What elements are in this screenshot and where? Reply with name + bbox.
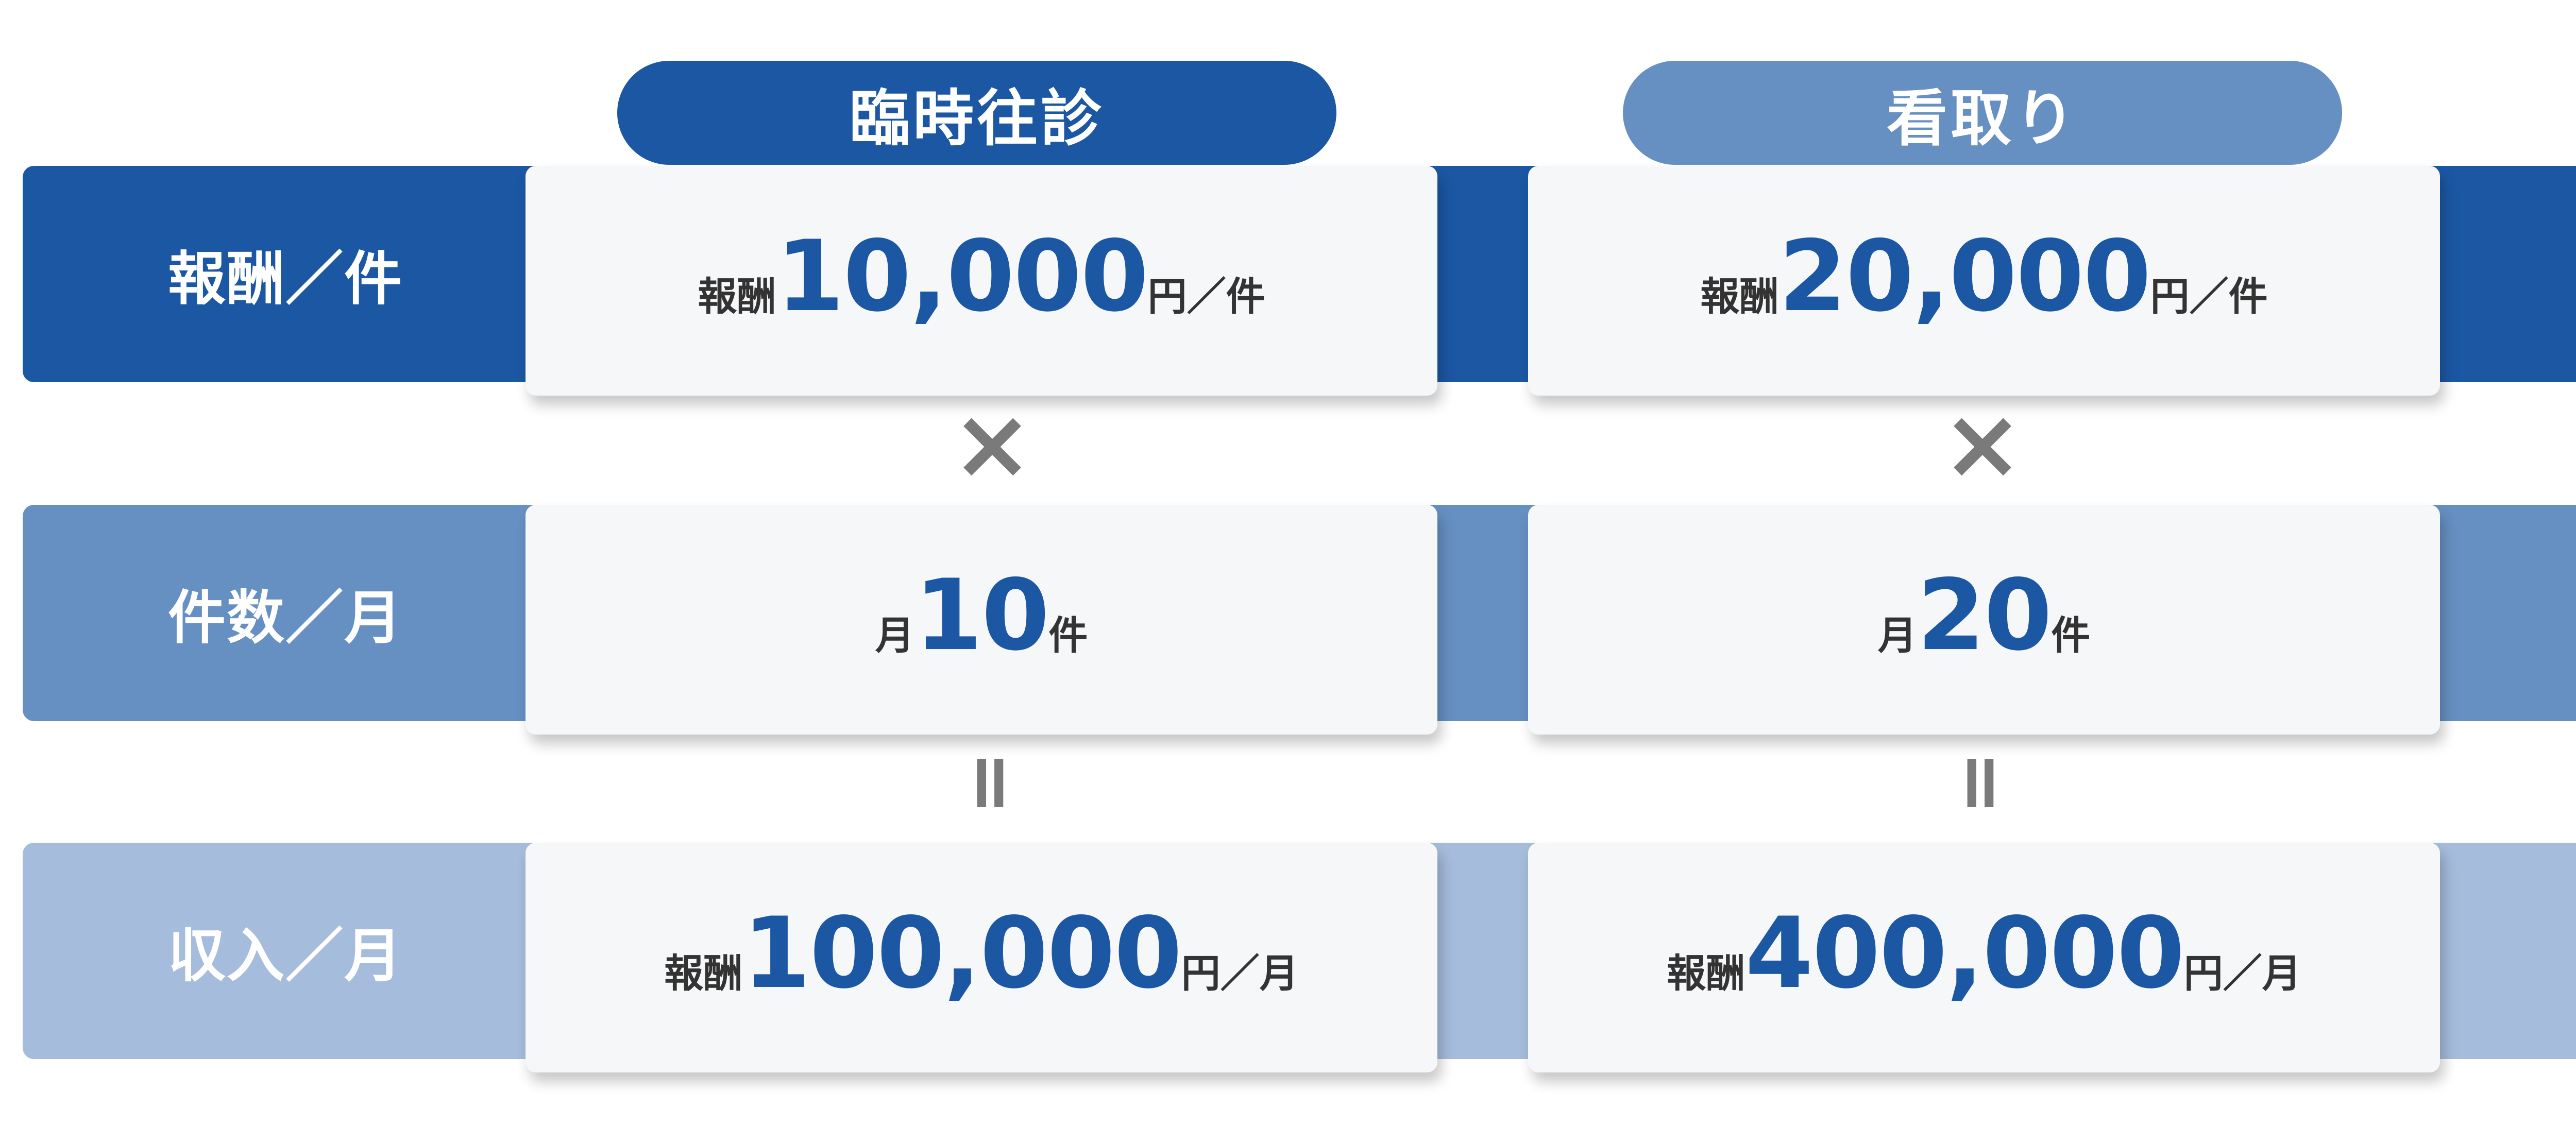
cell-mitori-income: 報酬 400,000 円／月 <box>1528 843 2440 1072</box>
cell-prefix: 報酬 <box>1667 950 1745 996</box>
cell-prefix: 報酬 <box>1700 274 1779 319</box>
multiply-sign: × <box>1941 387 2024 501</box>
multiply-sign: × <box>951 387 1033 501</box>
cell-visit-fee: 報酬 10,000 円／件 <box>526 166 1437 396</box>
cell-value: 100,000 <box>742 896 1182 1010</box>
row-label-fee-per-case: 報酬／件 <box>168 246 403 313</box>
cell-prefix: 報酬 <box>664 950 743 996</box>
equals-sign: = <box>1938 751 2027 815</box>
cell-visit-income: 報酬 100,000 円／月 <box>526 843 1437 1072</box>
cell-suffix: 円／月 <box>2183 950 2301 996</box>
cell-prefix: 月 <box>875 612 914 658</box>
cell-prefix: 月 <box>1877 612 1917 658</box>
cell-value: 400,000 <box>1745 896 2184 1010</box>
cell-mitori-fee: 報酬 20,000 円／件 <box>1528 166 2440 396</box>
cell-suffix: 円／件 <box>2150 274 2268 319</box>
column-header-rinji-oushin: 臨時往診 <box>617 61 1336 165</box>
cell-mitori-count: 月 20 件 <box>1528 505 2440 735</box>
cell-value: 10 <box>914 558 1049 672</box>
cell-suffix: 円／件 <box>1147 274 1265 319</box>
cell-suffix: 件 <box>2051 612 2091 658</box>
cell-value: 20 <box>1917 558 2052 672</box>
equals-sign: = <box>947 751 1037 815</box>
column-header-mitori: 看取り <box>1623 61 2342 165</box>
cell-value: 20,000 <box>1778 219 2151 333</box>
row-label-income-per-month: 収入／月 <box>168 923 403 990</box>
cell-visit-count: 月 10 件 <box>526 505 1437 735</box>
cell-suffix: 件 <box>1048 612 1088 658</box>
cell-suffix: 円／月 <box>1181 950 1299 996</box>
row-label-cases-per-month: 件数／月 <box>168 585 403 652</box>
cell-value: 10,000 <box>776 219 1148 333</box>
cell-prefix: 報酬 <box>698 274 776 319</box>
